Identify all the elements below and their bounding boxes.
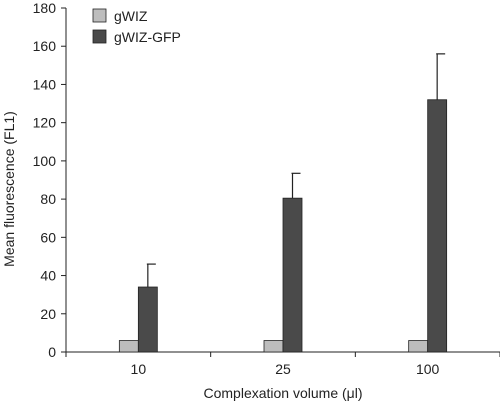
y-tick-label: 80 <box>40 191 56 207</box>
y-tick-label: 160 <box>33 38 57 54</box>
y-tick-label: 20 <box>40 306 56 322</box>
bar-gwiz-gfp-100 <box>427 99 448 353</box>
x-tick-label: 100 <box>416 361 440 377</box>
y-tick-label: 120 <box>33 115 57 131</box>
bar-gwiz-gfp-10 <box>137 286 158 353</box>
x-tick-label: 10 <box>131 361 147 377</box>
y-axis-title: Mean fluorescence (FL1) <box>1 111 17 267</box>
bar-gwiz-gfp-25 <box>282 197 303 353</box>
legend-label-gwiz: gWIZ <box>114 8 148 24</box>
legend-swatch-gwiz-gfp <box>92 29 107 44</box>
y-tick-label: 180 <box>33 0 57 16</box>
y-tick-label: 140 <box>33 76 57 92</box>
bar-gwiz-25 <box>263 340 284 353</box>
y-tick-label: 0 <box>48 344 56 360</box>
plot-area: 0 20 40 60 80 100 120 140 160 180 10 25 100 <box>33 0 500 377</box>
x-tick-label: 25 <box>275 361 291 377</box>
legend-swatch-gwiz <box>92 8 107 23</box>
bar-gwiz-10 <box>118 340 139 353</box>
bar-gwiz-100 <box>408 340 429 353</box>
legend-label-gwiz-gfp: gWIZ-GFP <box>114 29 181 45</box>
legend: gWIZ gWIZ-GFP <box>92 8 181 45</box>
x-axis-title: Complexation volume (μl) <box>203 385 362 401</box>
y-tick-label: 60 <box>40 229 56 245</box>
y-tick-label: 40 <box>40 268 56 284</box>
y-tick-label: 100 <box>33 153 57 169</box>
